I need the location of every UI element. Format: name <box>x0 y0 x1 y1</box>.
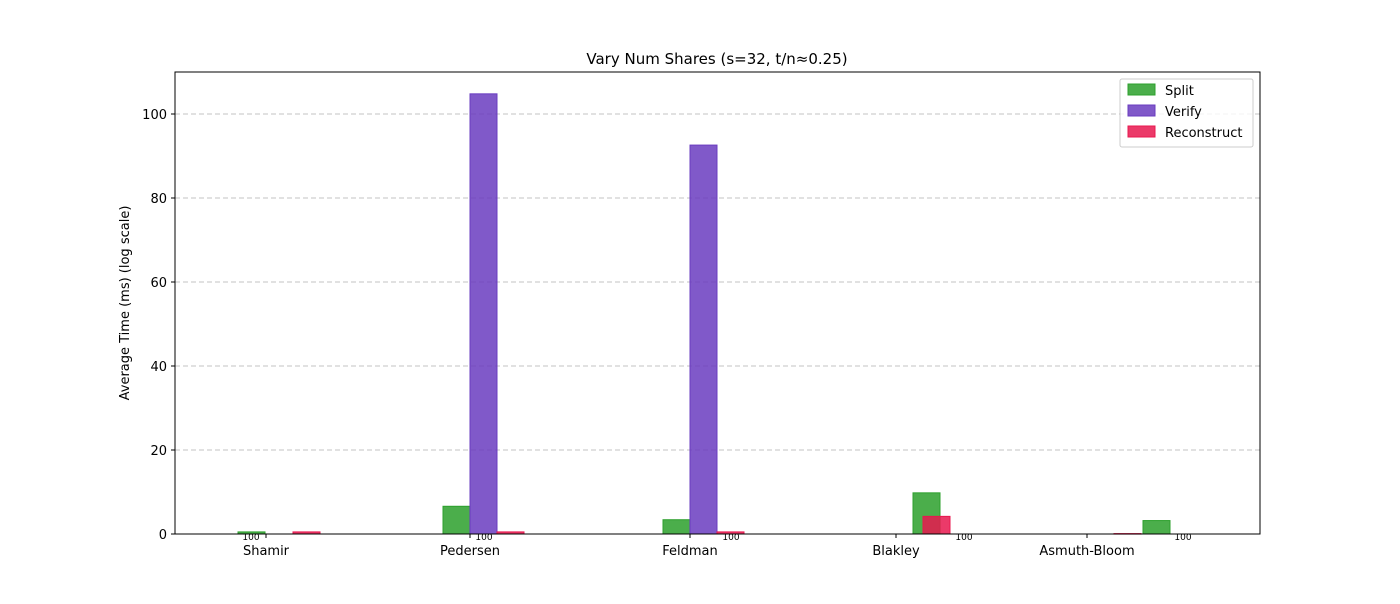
bar-annotation: 100 <box>955 533 972 543</box>
bar-verify-feldman <box>689 144 718 535</box>
x-tick-label: Blakley <box>872 544 920 559</box>
y-tick-label: 60 <box>150 276 167 291</box>
grid-layer <box>175 113 1260 451</box>
bar-annotation: 100 <box>242 533 259 543</box>
bars-layer <box>237 93 1171 535</box>
y-tick-label: 20 <box>150 444 167 459</box>
bar-annotation: 100 <box>475 533 492 543</box>
x-tick-label: Feldman <box>662 544 718 559</box>
legend: Split Verify Reconstruct <box>1119 78 1254 148</box>
y-axis-label: Average Time (ms) (log scale) <box>118 206 133 401</box>
legend-label-split: Split <box>1165 84 1194 99</box>
x-tick-label: Pedersen <box>440 544 500 559</box>
y-tick-label: 0 <box>159 528 167 543</box>
legend-label-verify: Verify <box>1165 105 1202 120</box>
chart-title: Vary Num Shares (s=32, t/n≈0.25) <box>586 50 847 68</box>
y-tick-label: 80 <box>150 192 167 207</box>
legend-swatch-split <box>1127 83 1156 96</box>
y-tick-label: 40 <box>150 360 167 375</box>
bar-verify-pedersen <box>469 93 498 535</box>
bar-split-feldman <box>662 519 691 535</box>
bar-split-asmuth-bloom <box>1142 520 1171 535</box>
x-tick-label: Shamir <box>243 544 290 559</box>
bar-reconstruct-blakley <box>922 515 951 535</box>
bar-split-pedersen <box>442 505 471 535</box>
axes-layer <box>174 71 1261 535</box>
bar-annotation: 100 <box>722 533 739 543</box>
x-tick-label: Asmuth-Bloom <box>1039 544 1134 559</box>
plot-frame <box>174 71 1261 535</box>
y-tick-label: 100 <box>142 108 167 123</box>
legend-swatch-reconstruct <box>1127 125 1156 138</box>
legend-label-reconstruct: Reconstruct <box>1165 126 1243 141</box>
bar-annotation: 100 <box>1174 533 1191 543</box>
legend-swatch-verify <box>1127 104 1156 117</box>
